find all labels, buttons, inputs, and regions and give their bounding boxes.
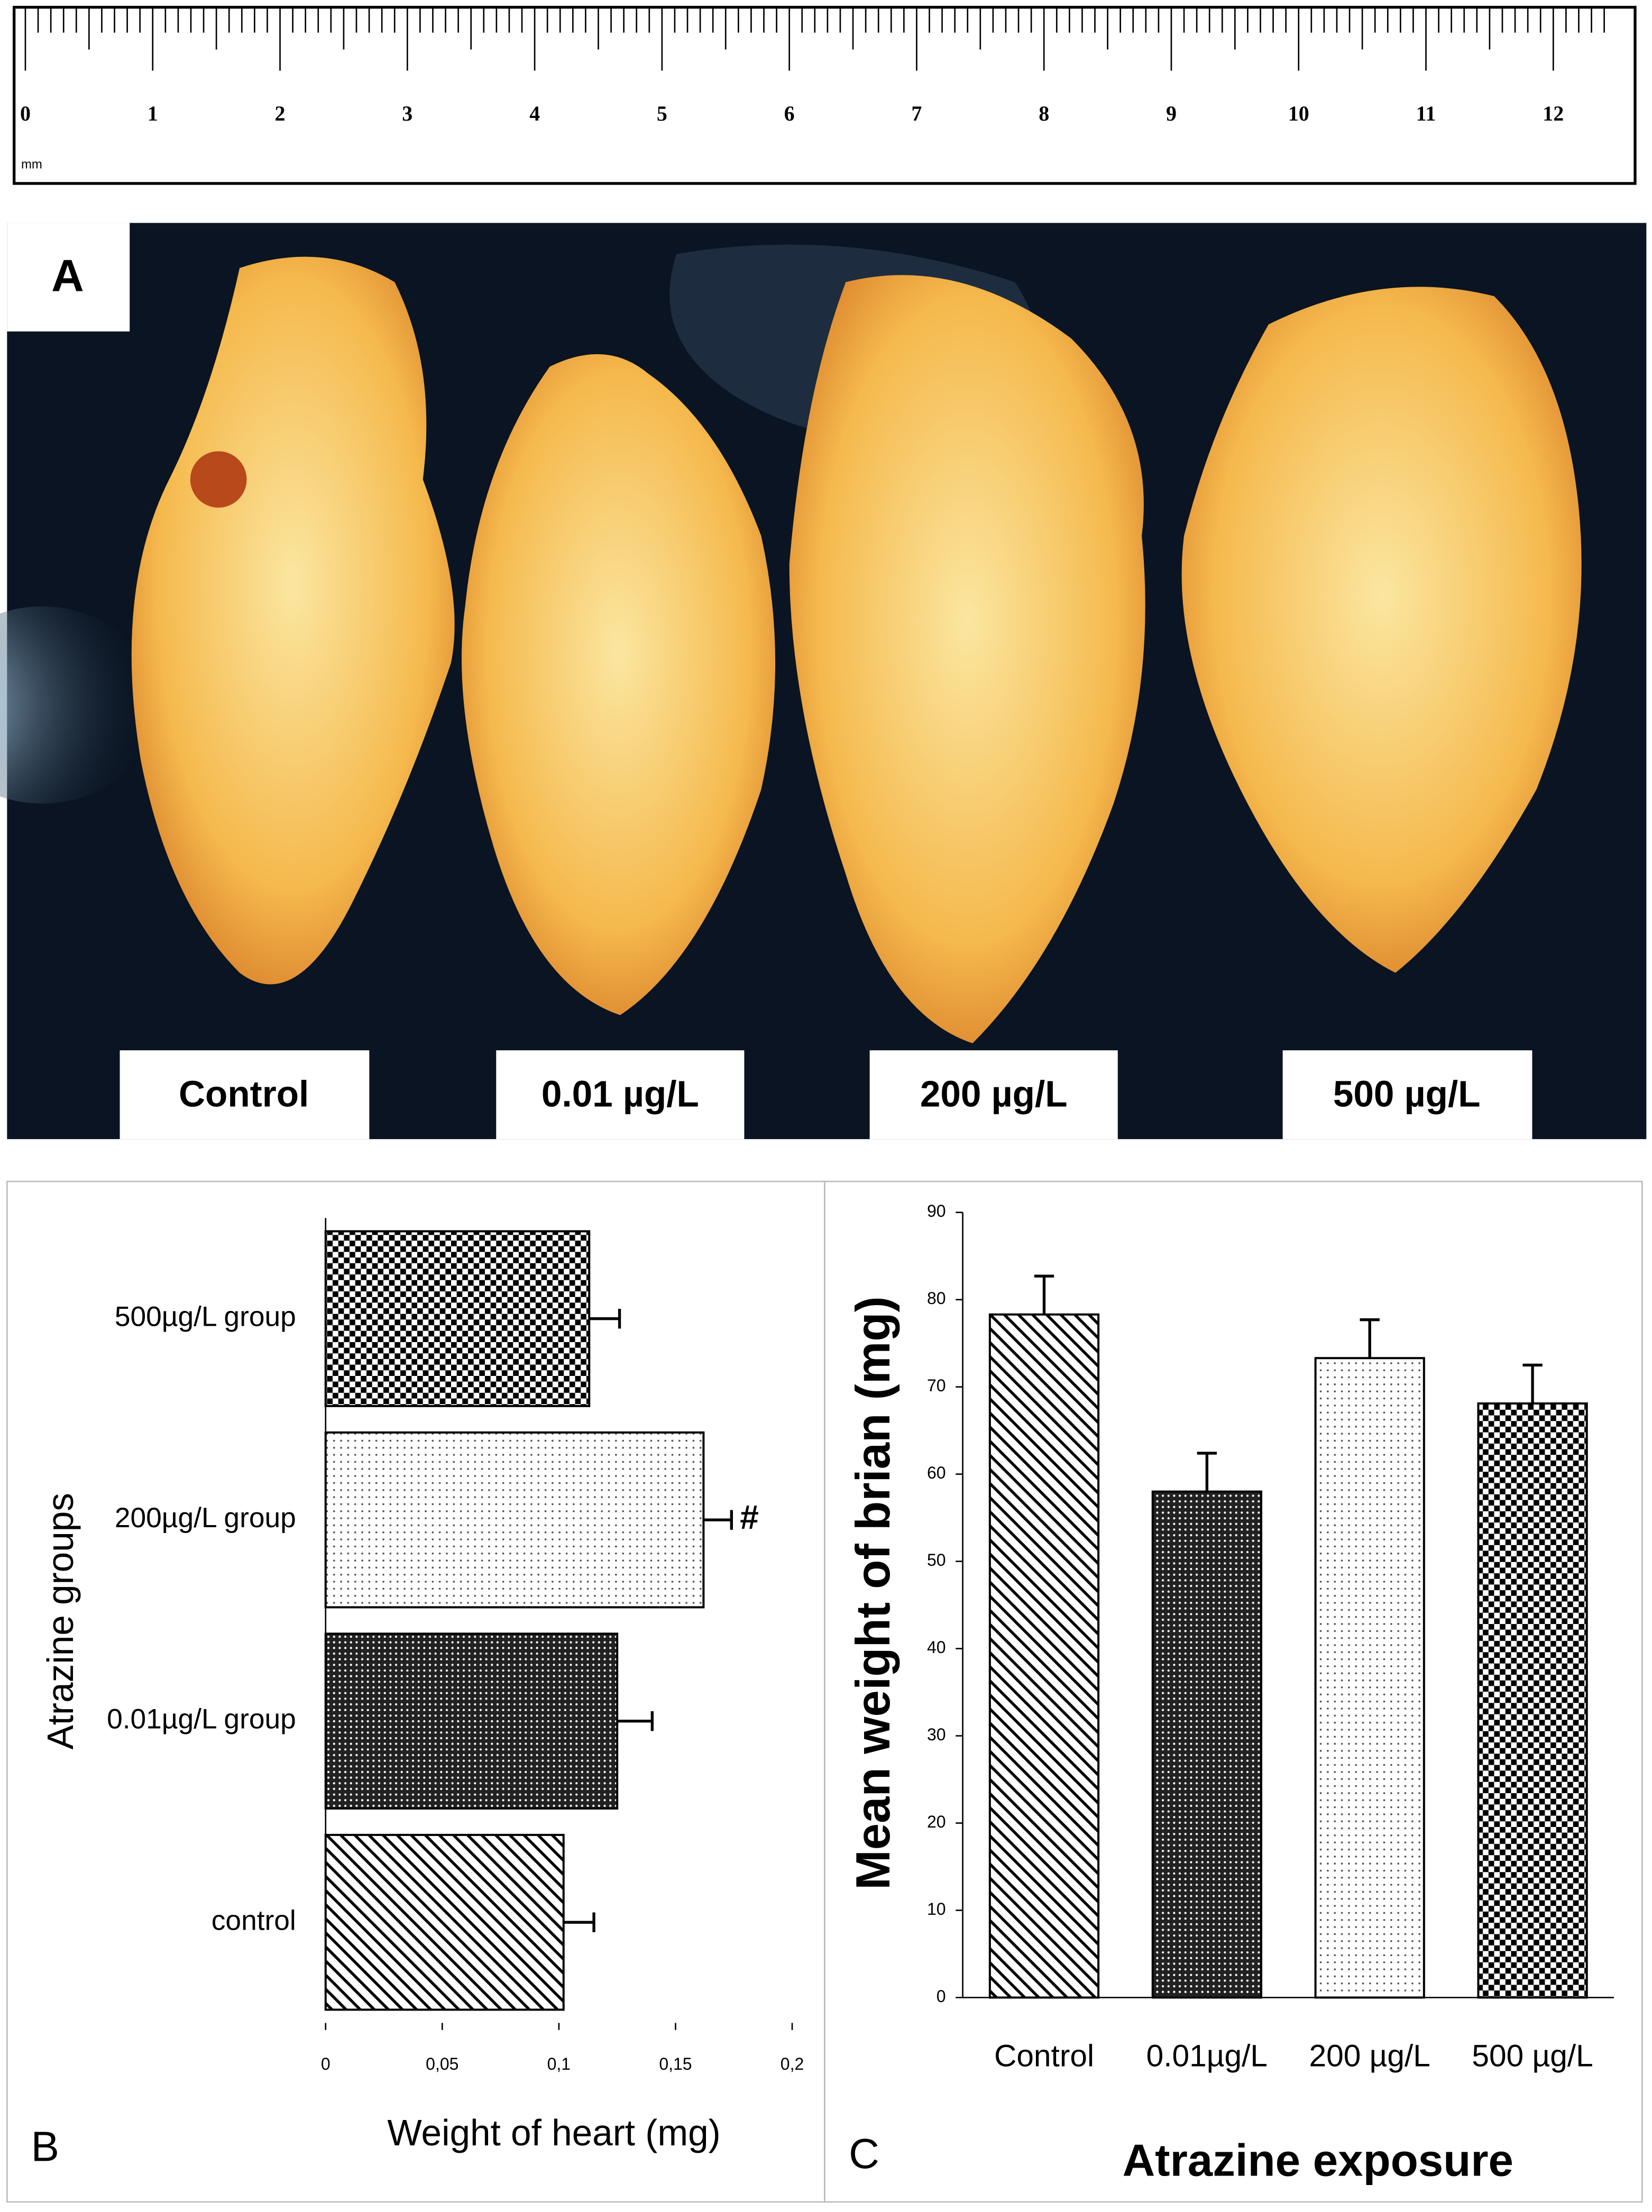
- ruler-label: 0: [20, 102, 31, 125]
- y-tick-label: 500µg/L group: [115, 1301, 296, 1333]
- error-bar: [1034, 1274, 1054, 1315]
- ruler-label: 5: [657, 102, 667, 125]
- x-axis-label: Weight of heart (mg): [387, 2112, 720, 2153]
- y-tick-label: 60: [927, 1463, 946, 1482]
- ruler-label: 7: [911, 102, 922, 125]
- ruler-ticks: [24, 7, 1605, 71]
- x-tick-label: Control: [994, 2039, 1094, 2073]
- x-tick-label: 200 µg/L: [1309, 2039, 1430, 2073]
- y-tick-label: 200µg/L group: [115, 1502, 296, 1534]
- y-tick-label: 70: [927, 1376, 946, 1395]
- x-axis-label: Atrazine exposure: [1123, 2136, 1513, 2186]
- photo-label: 0.01 µg/L: [542, 1073, 699, 1114]
- y-tick-label: 0: [937, 1987, 946, 2006]
- x-tick-label: 0: [321, 2054, 331, 2073]
- ruler-label: 8: [1039, 102, 1049, 125]
- x-tick-label: 0,1: [547, 2054, 571, 2073]
- x-tick-label: 0,15: [659, 2054, 692, 2073]
- error-bar: [703, 1510, 733, 1530]
- bar: [324, 1632, 619, 1810]
- bar: [1477, 1402, 1588, 1999]
- ruler-label: 2: [275, 102, 286, 125]
- bar: [1151, 1490, 1262, 1999]
- ruler-label: 10: [1288, 102, 1309, 125]
- error-bar: [1522, 1363, 1543, 1404]
- photo-label: 200 µg/L: [920, 1073, 1068, 1114]
- error-bar: [563, 1912, 595, 1932]
- ruler-unit: mm: [21, 158, 42, 172]
- x-tick-label: 500 µg/L: [1472, 2039, 1593, 2073]
- x-tick-label: 0,2: [781, 2054, 804, 2073]
- panel-frame: [824, 1180, 1643, 2203]
- bar: [988, 1313, 1100, 1999]
- ruler-label: 12: [1543, 102, 1564, 125]
- y-tick-label: 50: [927, 1550, 946, 1569]
- y-tick-label: control: [212, 1905, 296, 1936]
- ruler-label: 9: [1166, 102, 1177, 125]
- panel-label: B: [31, 2123, 59, 2170]
- ruler-label: 1: [148, 102, 158, 125]
- y-tick-label: 0.01µg/L group: [107, 1704, 296, 1735]
- error-bar: [1360, 1318, 1380, 1359]
- ruler-label: 6: [784, 102, 795, 125]
- y-tick-label: 20: [927, 1812, 946, 1831]
- photo: [0, 223, 1647, 1140]
- y-tick-label: 90: [927, 1201, 946, 1220]
- bar: [324, 1833, 565, 2011]
- ruler-label: 4: [529, 102, 540, 125]
- x-tick-label: 0.01µg/L: [1146, 2039, 1268, 2073]
- ruler-label: 11: [1416, 102, 1436, 125]
- x-tick-label: 0,05: [426, 2054, 458, 2073]
- annotation: #: [740, 1498, 759, 1536]
- bar: [324, 1431, 705, 1609]
- error-bar: [1197, 1452, 1217, 1492]
- bar: [1314, 1357, 1425, 1999]
- photo-label: 500 µg/L: [1333, 1073, 1481, 1114]
- ruler: [12, 6, 1637, 185]
- y-tick-label: 80: [927, 1289, 946, 1308]
- bar: [324, 1230, 591, 1407]
- photo-label: Control: [179, 1073, 309, 1114]
- panel-label: A: [51, 251, 84, 301]
- ruler-label: 3: [402, 102, 412, 125]
- panel-label: C: [849, 2130, 879, 2177]
- error-bar: [589, 1309, 621, 1329]
- y-tick-label: 10: [927, 1899, 946, 1919]
- y-tick-label: 30: [927, 1725, 946, 1744]
- y-axis-label: Mean weight of brian (mg): [847, 1296, 900, 1890]
- y-axis-label: Atrazine groups: [40, 1493, 81, 1749]
- error-bar: [617, 1711, 654, 1731]
- y-tick-label: 40: [927, 1638, 946, 1657]
